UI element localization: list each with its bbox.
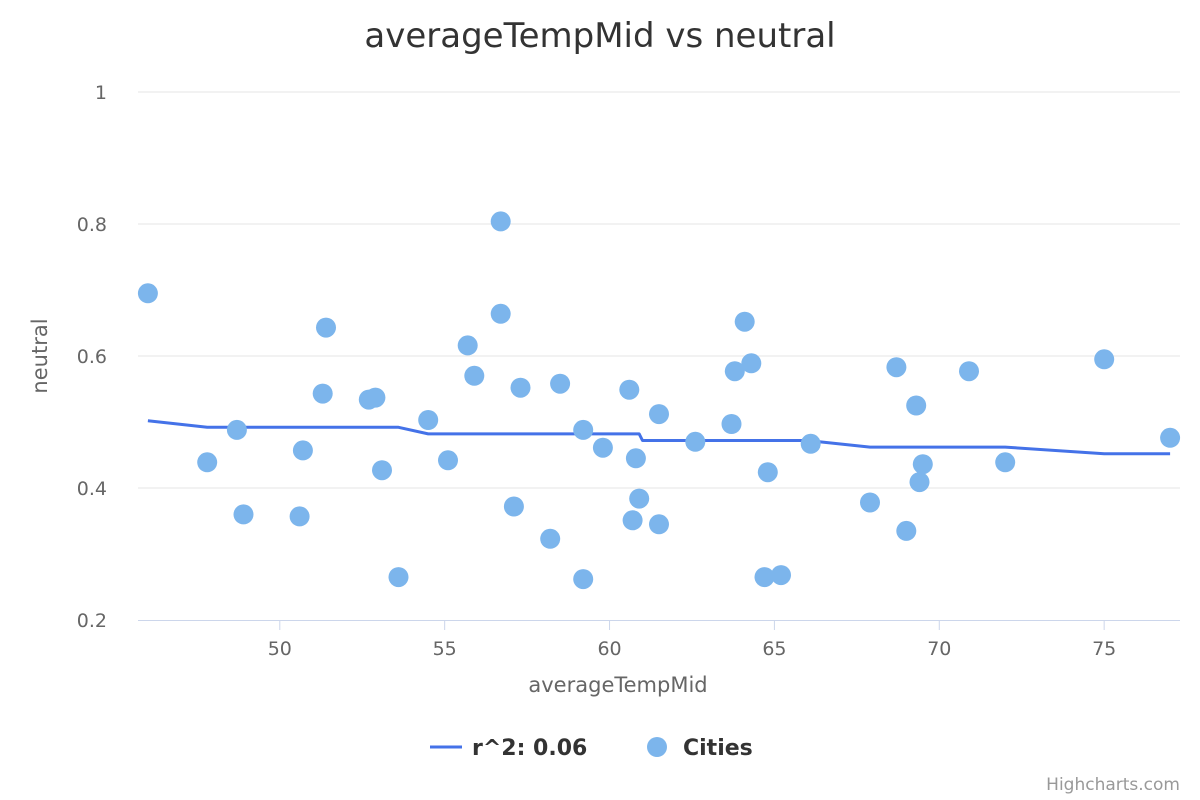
x-tick-label: 65 (762, 638, 786, 660)
chart-title: averageTempMid vs neutral (364, 16, 835, 56)
x-axis-title: averageTempMid (528, 673, 707, 697)
x-tick-label: 70 (927, 638, 951, 660)
data-point (757, 462, 778, 483)
data-point (510, 377, 531, 398)
x-tick-label: 50 (268, 638, 292, 660)
data-point (540, 528, 561, 549)
data-point (721, 414, 742, 434)
data-point (137, 283, 158, 304)
data-point (771, 565, 791, 586)
grid-lines (138, 91, 1180, 489)
data-point (912, 454, 933, 475)
legend: r^2: 0.06 Cities (430, 736, 753, 761)
data-point (573, 569, 594, 590)
data-point (1094, 349, 1115, 370)
data-point (625, 448, 646, 469)
x-tick-label: 75 (1092, 638, 1116, 660)
data-point (573, 419, 594, 440)
data-point (365, 387, 386, 408)
data-point (490, 211, 511, 232)
x-tick-label: 55 (433, 638, 457, 660)
data-point (619, 379, 640, 400)
data-point (226, 419, 247, 440)
data-point (860, 492, 880, 513)
y-tick-label: 1 (95, 82, 107, 104)
data-point (622, 510, 643, 531)
y-axis-tick-labels: 0.2 0.4 0.6 0.8 1 (77, 82, 107, 632)
data-point (197, 452, 218, 473)
data-point (995, 452, 1016, 473)
cities-points (137, 211, 1181, 590)
legend-label-cities: Cities (683, 736, 753, 761)
data-point (754, 567, 775, 588)
x-tick-label: 60 (597, 638, 621, 660)
data-point (503, 496, 524, 517)
data-point (418, 410, 439, 430)
data-point (906, 395, 927, 416)
data-point (457, 335, 478, 356)
data-point (312, 383, 333, 404)
data-point (438, 450, 458, 471)
data-point (741, 353, 762, 374)
data-point (886, 357, 907, 378)
data-point (800, 433, 821, 454)
data-point (233, 504, 254, 525)
x-axis-ticks (279, 620, 1105, 630)
legend-item-regression[interactable]: r^2: 0.06 (430, 736, 587, 761)
data-point (1160, 427, 1181, 448)
data-point (629, 488, 650, 509)
data-point (289, 506, 310, 527)
data-point (649, 514, 669, 535)
y-tick-label: 0.2 (77, 610, 107, 632)
data-point (490, 303, 511, 324)
regression-line (147, 419, 1171, 456)
data-point (316, 317, 336, 338)
data-point (896, 520, 917, 541)
y-axis-title: neutral (28, 318, 52, 393)
x-axis-tick-labels: 50 55 60 65 70 75 (268, 638, 1117, 660)
data-point (685, 431, 706, 452)
plot-series (137, 211, 1181, 590)
data-point (724, 361, 745, 382)
data-point (649, 404, 669, 425)
data-point (464, 365, 485, 386)
credits-link[interactable]: Highcharts.com (1046, 775, 1180, 795)
y-tick-label: 0.4 (77, 478, 107, 500)
legend-marker-symbol (647, 737, 667, 757)
y-tick-label: 0.6 (77, 346, 107, 368)
y-tick-label: 0.8 (77, 214, 107, 236)
data-point (388, 567, 409, 588)
data-point (292, 440, 313, 461)
data-point (909, 472, 930, 493)
data-point (372, 460, 392, 481)
legend-label-regression: r^2: 0.06 (472, 736, 587, 761)
data-point (734, 311, 755, 332)
data-point (592, 437, 613, 458)
legend-item-cities[interactable]: Cities (647, 736, 753, 761)
data-point (550, 373, 571, 394)
data-point (959, 361, 979, 382)
